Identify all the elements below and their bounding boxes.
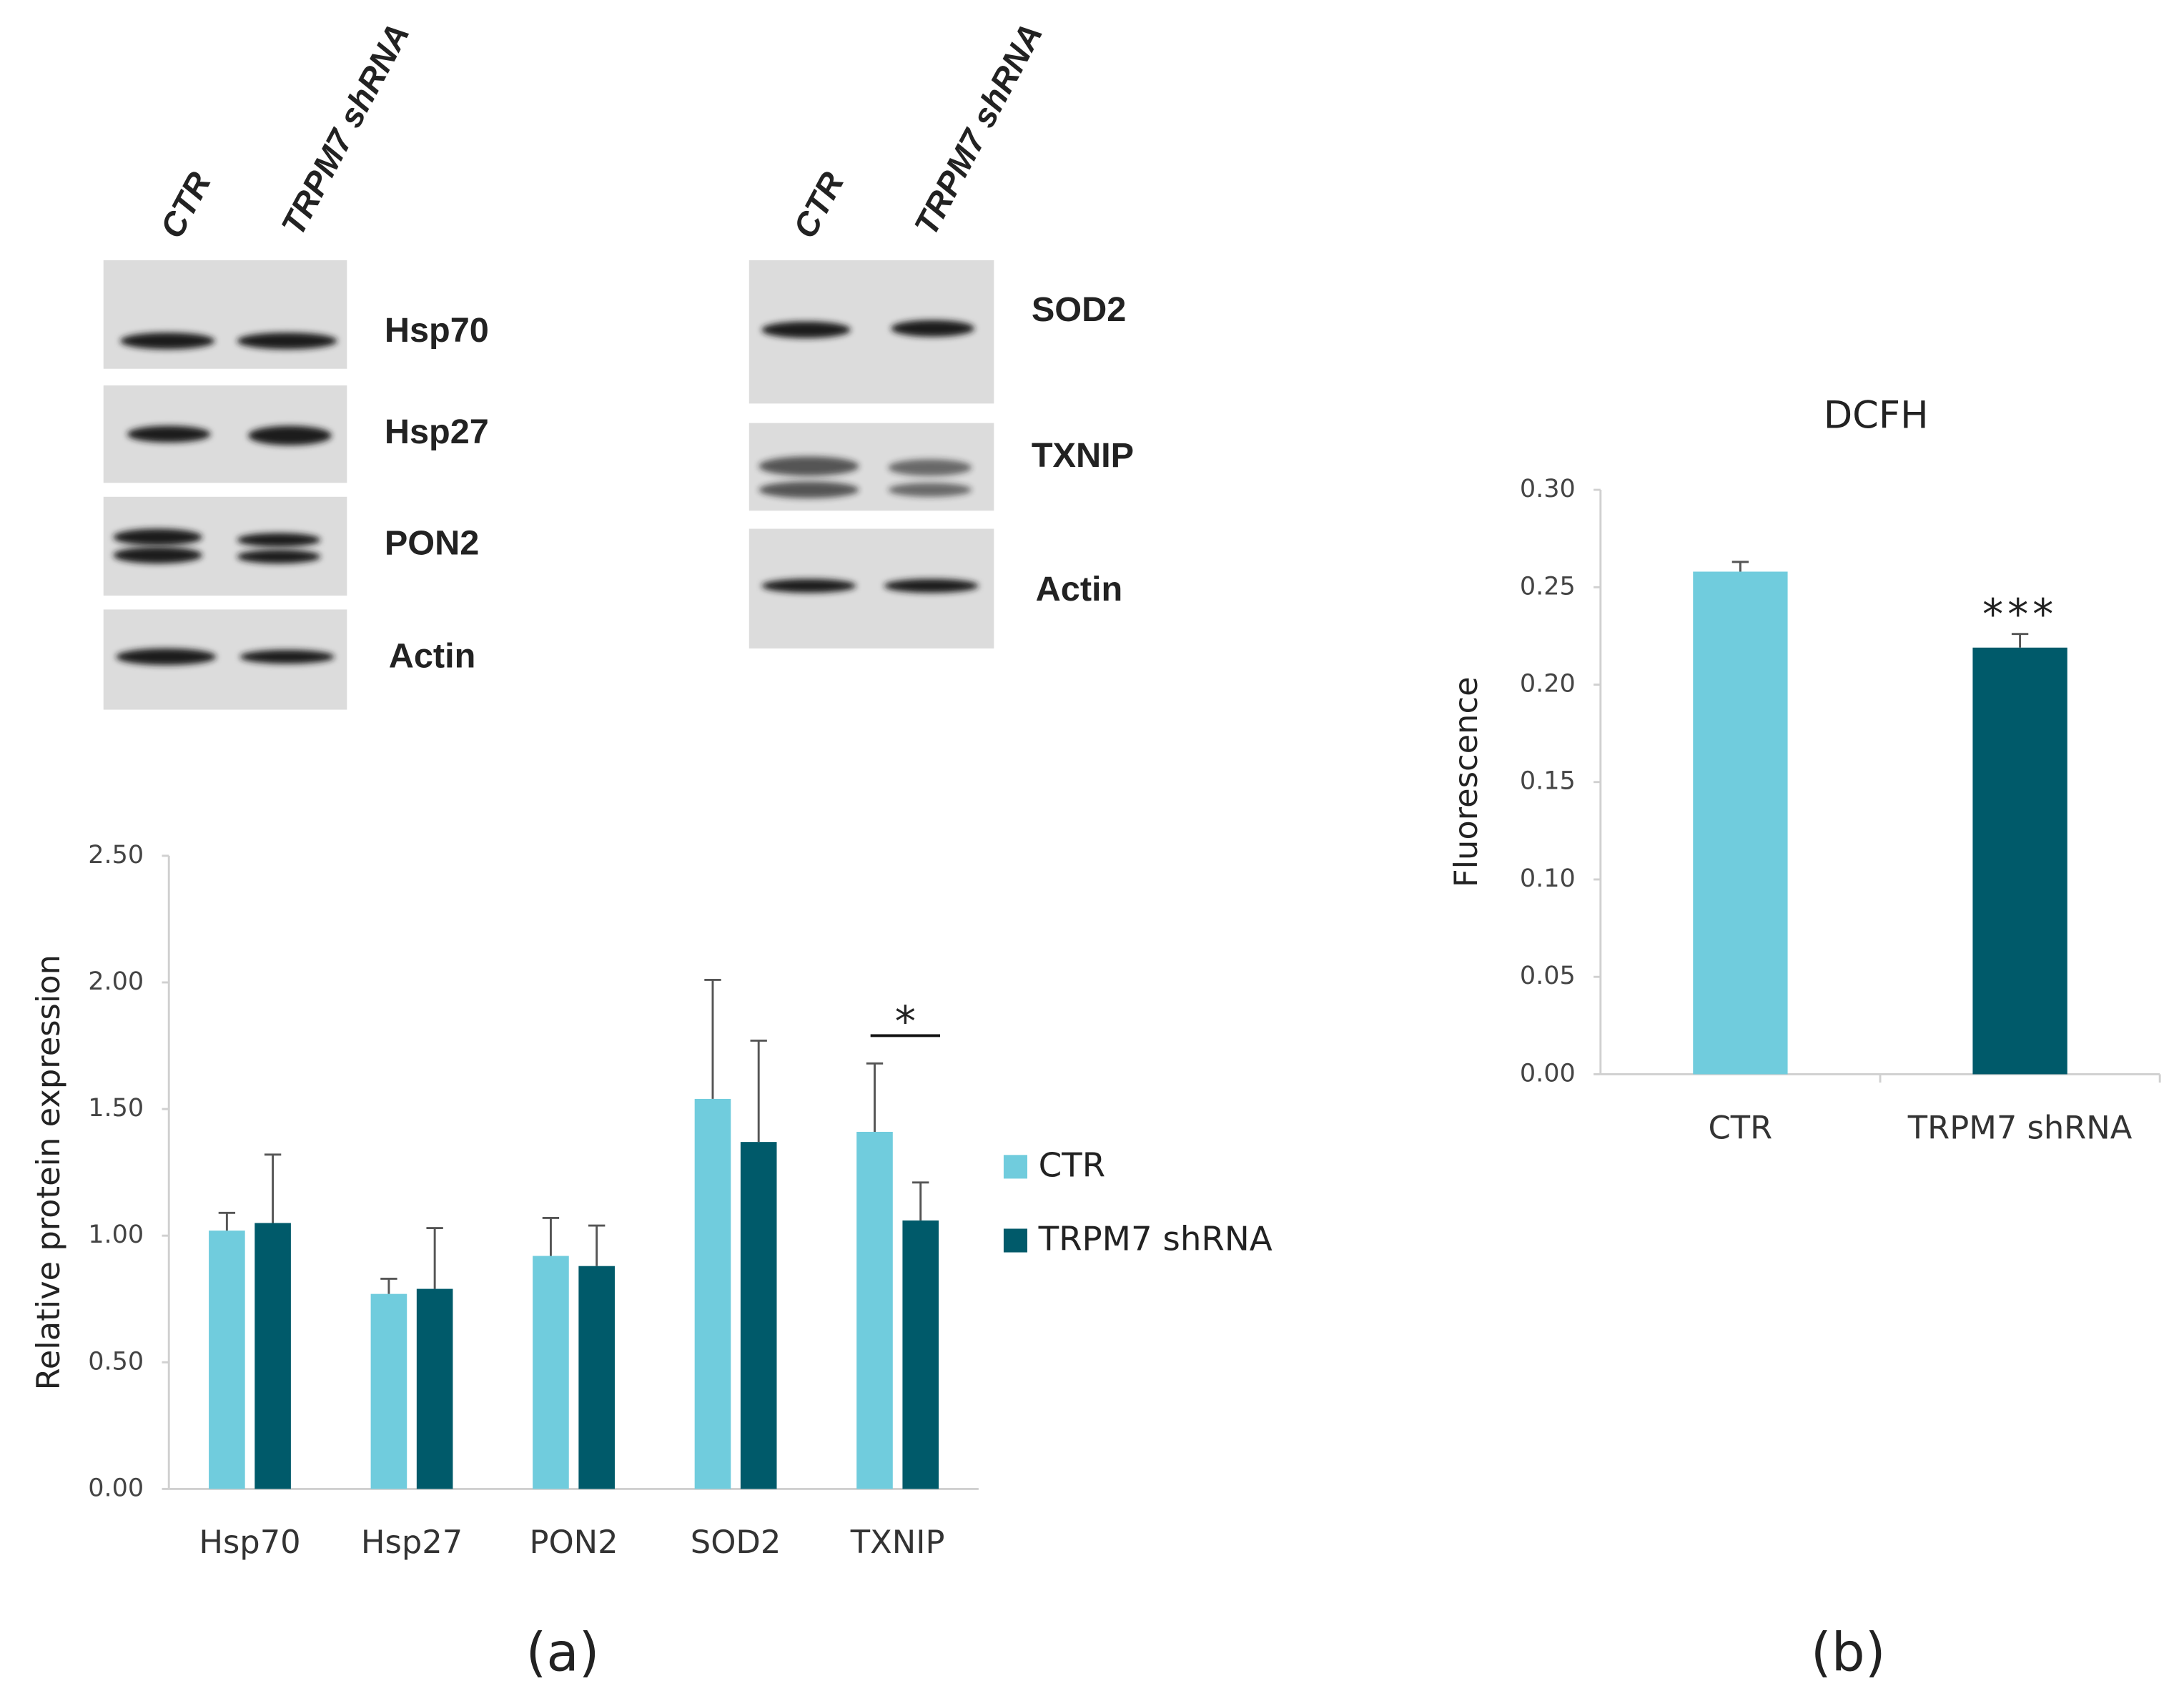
x-tick-label: Hsp27 <box>361 1523 463 1561</box>
chart-title: DCFH <box>1824 393 1929 437</box>
y-tick-label: 0.30 <box>1520 474 1576 503</box>
y-tick-label: 0.15 <box>1520 766 1576 796</box>
band <box>113 528 202 546</box>
y-tick-label: 0.20 <box>1520 669 1576 699</box>
band <box>237 549 321 564</box>
band <box>116 648 217 666</box>
band <box>761 578 856 593</box>
bar <box>533 1256 569 1489</box>
band <box>891 320 975 337</box>
band <box>237 332 337 350</box>
y-tick-label: 0.50 <box>88 1346 144 1376</box>
bar <box>740 1142 777 1489</box>
band <box>884 578 979 593</box>
panel-label: (a) <box>525 1622 599 1683</box>
y-axis-label: Fluorescence <box>1447 676 1485 887</box>
legend-label: CTR <box>1039 1146 1106 1185</box>
band <box>237 533 321 547</box>
bar <box>1972 647 2067 1075</box>
y-tick-label: 0.10 <box>1520 864 1576 893</box>
bar <box>902 1220 939 1489</box>
band-label: SOD2 <box>1032 290 1126 329</box>
band <box>113 546 202 564</box>
y-tick-label: 0.00 <box>1520 1058 1576 1088</box>
band <box>759 456 859 476</box>
band <box>888 459 972 476</box>
x-tick-label: SOD2 <box>691 1523 781 1561</box>
bar <box>370 1293 407 1489</box>
band <box>239 649 335 664</box>
x-tick-label: TXNIP <box>850 1523 945 1561</box>
bar <box>694 1098 731 1489</box>
band <box>761 321 851 338</box>
blot-strip <box>103 496 347 596</box>
bar <box>856 1131 893 1489</box>
x-tick-label: Hsp70 <box>199 1523 300 1561</box>
y-tick-label: 1.50 <box>88 1093 144 1123</box>
bar <box>255 1223 291 1489</box>
band-label: Actin <box>389 636 476 675</box>
y-tick-label: 2.00 <box>88 967 144 996</box>
band-label: PON2 <box>385 524 479 563</box>
y-tick-label: 0.00 <box>88 1473 144 1502</box>
bar <box>416 1288 453 1489</box>
band <box>248 425 332 445</box>
panel-label: (b) <box>1811 1622 1886 1683</box>
lane-label: TRPM7 shRNA <box>274 17 416 241</box>
legend-swatch <box>1003 1228 1028 1253</box>
lane-label: CTR <box>786 166 851 244</box>
y-tick-label: 0.05 <box>1520 961 1576 990</box>
y-tick-label: 2.50 <box>88 840 144 869</box>
band-label: Hsp70 <box>385 311 489 350</box>
band <box>127 425 211 443</box>
y-axis-label: Relative protein expression <box>29 955 67 1390</box>
band-label: Actin <box>1036 570 1123 608</box>
bar <box>578 1266 615 1489</box>
bar <box>1693 571 1788 1075</box>
legend-swatch <box>1003 1155 1028 1179</box>
bar <box>209 1231 245 1489</box>
band-label: Hsp27 <box>385 413 489 451</box>
blot-right: CTR TRPM7 shRNA SOD2 TXNIP Actin <box>748 17 1134 649</box>
blot-left: CTR TRPM7 shRNA Hsp70 Hsp27 PON2 Actin <box>103 17 489 710</box>
x-tick-label: TRPM7 shRNA <box>1907 1108 2133 1146</box>
band-label: TXNIP <box>1032 436 1134 475</box>
band <box>888 483 972 497</box>
blot-strip <box>103 260 347 369</box>
lane-label: CTR <box>153 166 218 244</box>
band <box>120 332 215 350</box>
x-tick-label: PON2 <box>529 1523 618 1561</box>
lane-label: TRPM7 shRNA <box>907 17 1049 241</box>
significance-mark: * <box>895 997 916 1046</box>
band <box>759 481 859 498</box>
y-tick-label: 1.00 <box>88 1220 144 1249</box>
y-tick-label: 0.25 <box>1520 571 1576 601</box>
x-tick-label: CTR <box>1709 1108 1773 1146</box>
legend-label: TRPM7 shRNA <box>1038 1220 1273 1258</box>
significance-mark: *** <box>1982 590 2057 638</box>
